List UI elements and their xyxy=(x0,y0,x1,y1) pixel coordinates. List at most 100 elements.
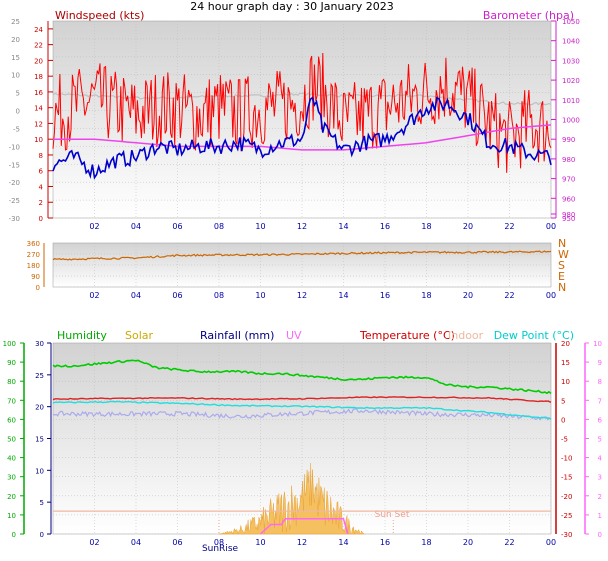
humidity-tick-label: 80 xyxy=(7,378,16,386)
temperature-tick-label: -15 xyxy=(561,474,572,482)
x-tick-label: 18 xyxy=(421,291,431,300)
kts-tick-label: 22 xyxy=(34,42,43,50)
humidity-tick-label: 10 xyxy=(7,512,16,520)
compass-tick-label: N xyxy=(558,281,566,294)
humidity-tick-label: 40 xyxy=(7,455,16,463)
hpa-tick-label: 960 xyxy=(562,195,575,203)
x-tick-label: 14 xyxy=(338,538,348,547)
uv-tick-label: 4 xyxy=(598,455,603,463)
x-tick-label: 14 xyxy=(338,222,348,231)
solar-label: Solar xyxy=(125,329,154,342)
temperature-tick-label: -20 xyxy=(561,493,572,501)
temp-tick-label: 20 xyxy=(11,36,20,44)
temperature-tick-label: -10 xyxy=(561,455,572,463)
rain-tick-label: 0 xyxy=(40,531,44,539)
temp-tick-label: 10 xyxy=(11,72,20,80)
wind-average-line xyxy=(52,96,552,180)
x-tick-label: 00 xyxy=(546,538,556,547)
temperature-line xyxy=(52,396,552,403)
kts-tick-label: 24 xyxy=(34,26,43,34)
temp-tick-label: -10 xyxy=(9,143,20,151)
windspeed-label: Windspeed (kts) xyxy=(55,9,144,22)
compass-tick-label: N xyxy=(558,237,566,250)
hpa-tick-label: 980 xyxy=(562,156,575,164)
hpa-tick-label: 1010 xyxy=(562,97,580,105)
uv-tick-label: 7 xyxy=(598,397,602,405)
x-tick-label: 14 xyxy=(338,291,348,300)
temperature-tick-label: 5 xyxy=(561,397,565,405)
temperature-label: Temperature (°C) xyxy=(359,329,455,342)
x-tick-label: 06 xyxy=(172,538,182,547)
uv-tick-label: 6 xyxy=(598,416,603,424)
uv-line xyxy=(259,517,349,535)
x-tick-label: 08 xyxy=(214,222,224,231)
chart-title: 24 hour graph day : 30 January 2023 xyxy=(190,0,394,13)
barometer-grey-line xyxy=(52,92,552,106)
hpa-tick-label: 1020 xyxy=(562,77,580,85)
rain-tick-label: 20 xyxy=(35,404,44,412)
x-tick-label: 22 xyxy=(504,222,514,231)
direction-tick-label: 90 xyxy=(31,273,40,281)
kts-tick-label: 12 xyxy=(34,120,43,128)
humidity-tick-label: 70 xyxy=(7,397,16,405)
temp-tick-label: 15 xyxy=(11,54,20,62)
barometer-line xyxy=(53,124,552,151)
hpa-tick-label: 1000 xyxy=(562,117,580,125)
rain-tick-label: 15 xyxy=(35,436,44,444)
x-tick-label: 20 xyxy=(463,291,473,300)
uv-tick-label: 2 xyxy=(598,493,602,501)
kts-tick-label: 16 xyxy=(34,89,43,97)
wind-direction-line xyxy=(52,250,552,261)
x-tick-label: 10 xyxy=(255,222,265,231)
hpa-tick-label: 980 xyxy=(562,211,575,219)
x-tick-label: 06 xyxy=(172,222,182,231)
hpa-tick-label: 990 xyxy=(562,136,575,144)
x-tick-label: 00 xyxy=(546,291,556,300)
x-tick-label: 22 xyxy=(504,538,514,547)
indoor-label: Indoor xyxy=(448,329,484,342)
temp-tick-label: -30 xyxy=(9,215,20,223)
x-tick-label: 12 xyxy=(297,291,307,300)
compass-tick-label: W xyxy=(558,248,569,261)
x-tick-label: 10 xyxy=(255,291,265,300)
humidity-tick-label: 30 xyxy=(7,474,16,482)
humidity-line xyxy=(52,359,552,395)
temp-tick-label: 0 xyxy=(16,108,20,116)
dewpoint-line xyxy=(52,400,552,420)
x-tick-label: 02 xyxy=(89,538,99,547)
temp-tick-label: -20 xyxy=(9,179,20,187)
x-tick-label: 12 xyxy=(297,222,307,231)
hpa-tick-label: 1030 xyxy=(562,57,580,65)
kts-tick-label: 14 xyxy=(34,105,43,113)
x-tick-label: 20 xyxy=(463,538,473,547)
rain-tick-label: 30 xyxy=(35,340,44,348)
temp-tick-label: -15 xyxy=(9,161,20,169)
direction-tick-label: 180 xyxy=(27,262,40,270)
x-tick-label: 08 xyxy=(214,538,224,547)
uv-tick-label: 3 xyxy=(598,474,602,482)
uv-tick-label: 0 xyxy=(598,531,602,539)
kts-tick-label: 8 xyxy=(39,152,43,160)
temperature-tick-label: 20 xyxy=(561,340,570,348)
hpa-tick-label: 970 xyxy=(562,176,575,184)
temp-tick-label: -5 xyxy=(13,125,20,133)
sunrise-label: SunRise xyxy=(202,544,239,554)
humidity-tick-label: 20 xyxy=(7,493,16,501)
x-tick-label: 00 xyxy=(546,222,556,231)
compass-tick-label: S xyxy=(558,259,565,272)
rain-tick-label: 25 xyxy=(35,372,44,380)
x-tick-label: 04 xyxy=(131,291,141,300)
hpa-tick-label: 1040 xyxy=(562,38,580,46)
temperature-tick-label: -5 xyxy=(561,436,568,444)
wind-baro-panel: Windspeed (kts) Barometer (hpa) 24222018… xyxy=(9,9,580,231)
temp-tick-label: 25 xyxy=(11,18,20,26)
temperature-tick-label: -25 xyxy=(561,512,572,520)
solar-area xyxy=(218,463,366,535)
humidity-tick-label: 90 xyxy=(7,359,16,367)
barometer-label: Barometer (hpa) xyxy=(483,9,574,22)
temp-humidity-panel: Humidity Solar Rainfall (mm) UV Temperat… xyxy=(3,329,603,554)
x-tick-label: 16 xyxy=(380,538,390,547)
kts-tick-label: 20 xyxy=(34,57,43,65)
